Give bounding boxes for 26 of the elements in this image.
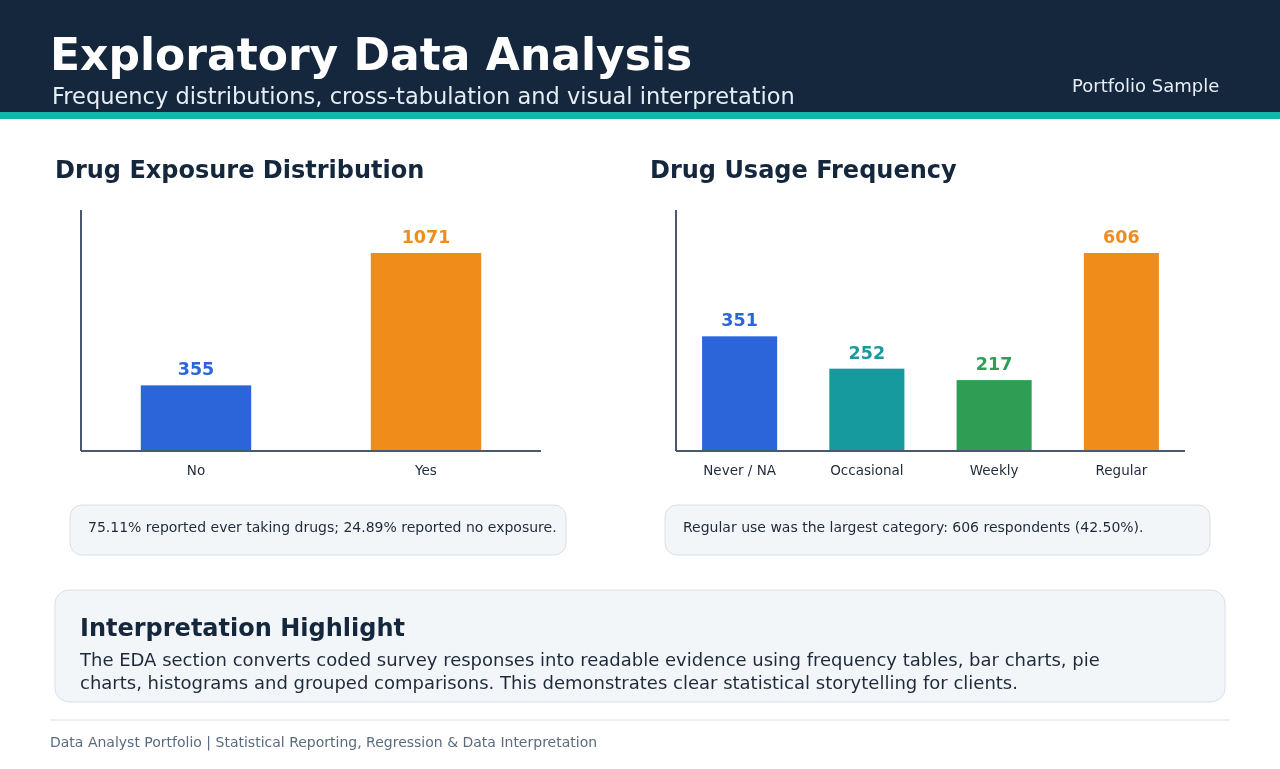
bar [702,336,778,451]
x-tick-label: No [186,462,206,478]
data-label: 217 [975,354,1013,375]
bar [956,380,1032,451]
x-tick-label: Weekly [969,462,1019,478]
bar [1083,253,1159,451]
text: Regular use was the largest category: 606 respondents (42.50%). [683,519,1144,535]
text: 75.11% reported ever taking drugs; 24.89% reported no exposure. [88,519,557,535]
text: Interpretation Highlight [80,614,405,642]
text: The EDA section converts coded survey responses into readable evidence using frequency tables, bar charts, pie charts, histograms and grouped comparisons. This demonstrates clear statistical storytelling for clients. [80,648,1101,694]
text: Portfolio Sample [1072,75,1220,96]
x-tick-label: Occasional [830,462,904,478]
x-tick-label: Never / NA [703,462,777,478]
bar [829,368,905,451]
data-label: 1071 [401,227,451,247]
data-label: 606 [1103,227,1140,247]
chart-title: Drug Usage Frequency [650,156,957,184]
data-label: 355 [177,359,215,380]
data-label: 252 [848,342,886,363]
x-tick-label: Regular [1095,462,1148,478]
text: Frequency distributions, cross-tabulation and visual interpretation [52,83,795,109]
text: Exploratory Data Analysis [50,29,693,80]
x-tick-label: Yes [414,462,437,478]
chart-title: Drug Exposure Distribution [55,156,425,184]
text: Data Analyst Portfolio | Statistical Reporting, Regression & Data Interpretation [50,734,598,751]
data-label: 351 [721,310,758,331]
